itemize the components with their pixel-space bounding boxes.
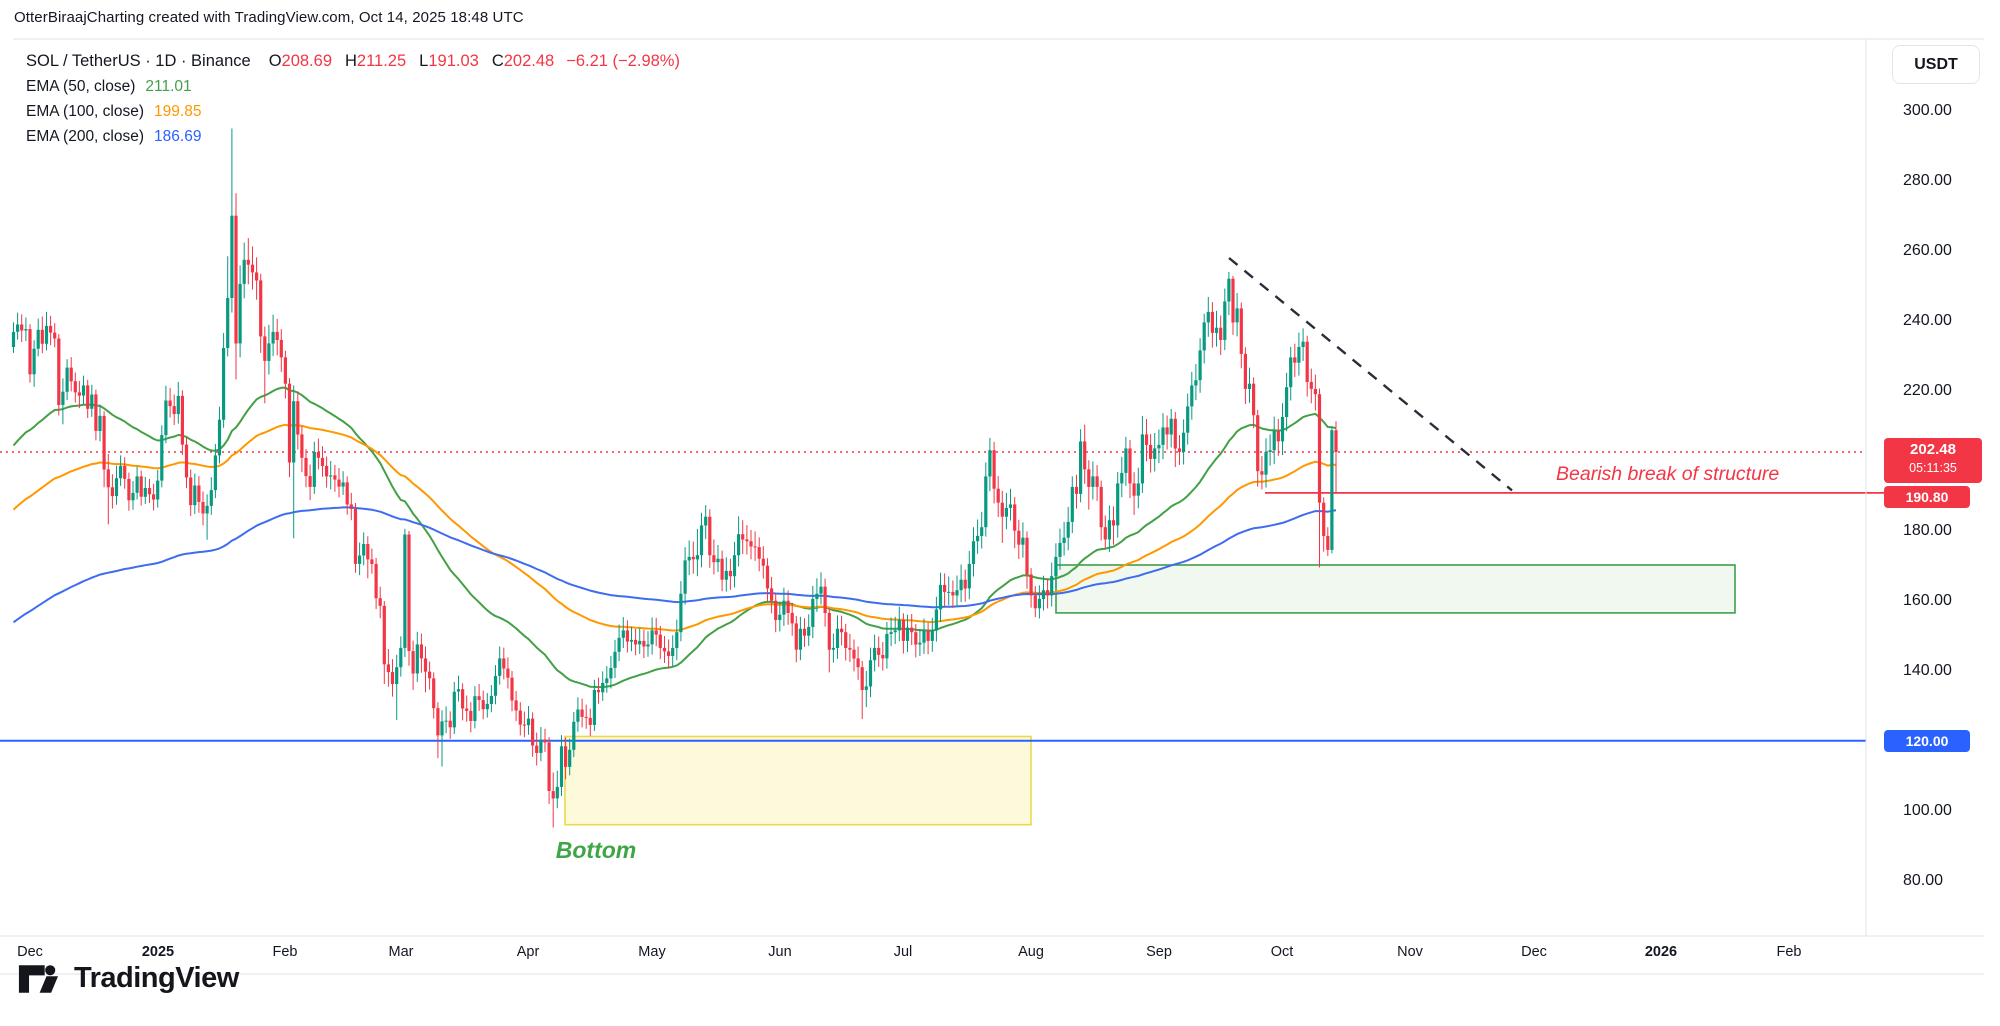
- candlestick-series[interactable]: [11, 128, 1338, 828]
- symbol-row[interactable]: SOL / TetherUS · 1D · Binance O208.69 H21…: [26, 50, 680, 72]
- indicator-label: EMA (200, close): [26, 128, 145, 145]
- time-tick-label: Jun: [768, 944, 792, 960]
- bearish-trendline[interactable]: [1228, 257, 1513, 492]
- indicator-row-ema-50[interactable]: EMA (50, close) 211.01: [26, 76, 680, 98]
- indicator-row-ema-200[interactable]: EMA (200, close) 186.69: [26, 126, 680, 148]
- tradingview-logo[interactable]: TradingView: [18, 962, 239, 995]
- price-tick-label: 240.00: [1903, 311, 1952, 329]
- bottom-zone[interactable]: [564, 735, 1032, 826]
- indicator-label: EMA (100, close): [26, 103, 145, 120]
- ohlc-values: O208.69 H211.25 L191.03 C202.48: [269, 52, 555, 71]
- price-tick-label: 300.00: [1903, 101, 1952, 119]
- price-tick-label: 220.00: [1903, 381, 1952, 399]
- price-tick-label: 100.00: [1903, 801, 1952, 819]
- structure-level-label: 190.80: [1884, 486, 1970, 508]
- time-tick-label: Mar: [388, 944, 414, 960]
- ohlc-h: H211.25: [345, 51, 407, 70]
- time-tick-label: Aug: [1018, 944, 1044, 960]
- time-tick-label: Sep: [1146, 944, 1172, 960]
- ohlc-l: L191.03: [419, 51, 479, 70]
- time-tick-label: 2026: [1644, 944, 1678, 960]
- chart-legend: SOL / TetherUS · 1D · Binance O208.69 H21…: [26, 50, 680, 151]
- bearish-break-annotation: Bearish break of structure: [1556, 463, 1780, 485]
- price-tick-label: 180.00: [1903, 521, 1952, 539]
- change-value: −6.21 (−2.98%): [566, 51, 680, 70]
- time-tick-label: Oct: [1270, 944, 1294, 960]
- support-level-label: 120.00: [1884, 730, 1970, 752]
- time-tick-label: Dec: [1521, 944, 1547, 960]
- price-tick-label: 140.00: [1903, 661, 1952, 679]
- ohlc-o: O208.69: [268, 51, 332, 70]
- price-tick-label: 160.00: [1903, 591, 1952, 609]
- last-price-label: 202.48 05:11:35: [1884, 438, 1982, 483]
- attribution-text: OtterBiraajCharting created with Trading…: [14, 9, 524, 26]
- price-tick-label: 80.00: [1903, 871, 1944, 889]
- time-tick-label: Nov: [1397, 944, 1423, 960]
- currency-toggle-button[interactable]: USDT: [1892, 45, 1980, 84]
- tradingview-logo-text: TradingView: [74, 962, 239, 994]
- tradingview-icon: [18, 964, 59, 993]
- time-tick-label: Feb: [1776, 944, 1802, 960]
- price-tick-label: 260.00: [1903, 241, 1952, 259]
- indicator-value: 199.85: [154, 103, 202, 120]
- pane-borders: [0, 38, 1984, 975]
- demand-zone[interactable]: [1055, 564, 1736, 614]
- indicator-value: 211.01: [145, 78, 192, 95]
- time-tick-label: Jul: [893, 944, 913, 960]
- ema-50-line[interactable]: [12, 386, 1337, 689]
- time-tick-label: Dec: [17, 944, 43, 960]
- price-tick-label: 280.00: [1903, 171, 1952, 189]
- time-tick-label: Apr: [516, 944, 540, 960]
- indicator-value: 186.69: [154, 128, 202, 145]
- ohlc-c: C202.48: [491, 51, 555, 70]
- time-tick-label: Feb: [272, 944, 298, 960]
- time-tick-label: May: [638, 944, 666, 960]
- countdown-timer: 05:11:35: [1909, 461, 1957, 475]
- ema-200-line[interactable]: [12, 506, 1337, 624]
- indicator-row-ema-100[interactable]: EMA (100, close) 199.85: [26, 101, 680, 123]
- indicator-label: EMA (50, close): [26, 78, 136, 95]
- symbol-title: SOL / TetherUS · 1D · Binance: [26, 51, 251, 70]
- time-tick-label: 2025: [141, 944, 175, 960]
- bottom-annotation: Bottom: [555, 837, 637, 863]
- ema-100-line[interactable]: [12, 423, 1337, 632]
